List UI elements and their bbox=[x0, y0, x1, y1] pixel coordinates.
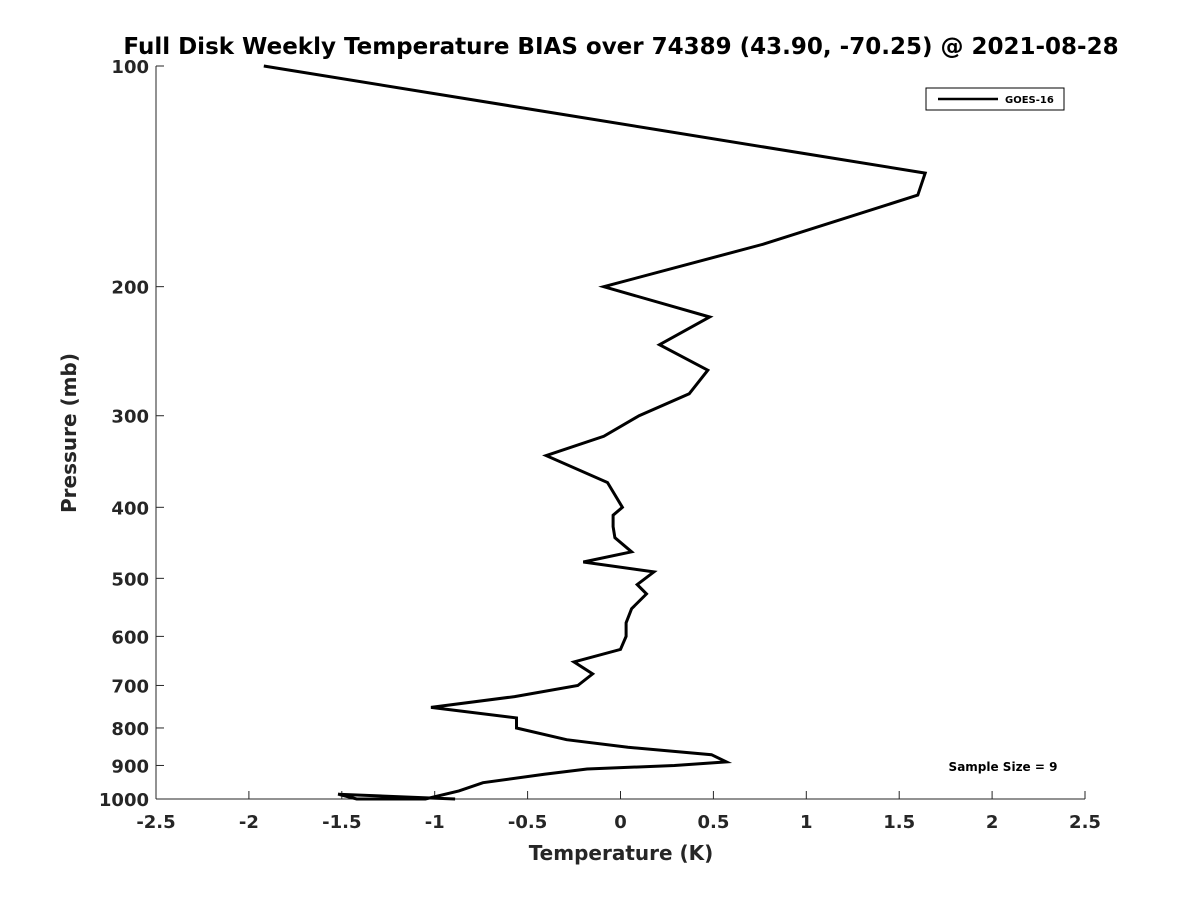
x-tick-label: -1 bbox=[425, 812, 445, 833]
y-tick-label: 600 bbox=[111, 627, 149, 648]
axes: -2.5 -2 -1.5 -1 -0.5 0 0.5 1 1.5 2 2.5 100 200 300 400… bbox=[99, 57, 1101, 833]
x-axis-label: Temperature (K) bbox=[529, 841, 714, 865]
plot-area bbox=[263, 64, 928, 801]
y-tick-label: 900 bbox=[111, 756, 149, 777]
y-tick-label: 300 bbox=[111, 407, 149, 428]
y-tick-label: 200 bbox=[111, 278, 149, 299]
sample-size-annotation: Sample Size = 9 bbox=[949, 760, 1058, 774]
legend: GOES-16 bbox=[925, 87, 1065, 111]
x-tick-label: 0.5 bbox=[697, 812, 729, 833]
x-tick-label: 2.5 bbox=[1069, 812, 1101, 833]
y-tick-label: 700 bbox=[111, 676, 149, 697]
series-line bbox=[263, 64, 928, 801]
y-tick-label: 500 bbox=[111, 569, 149, 590]
x-tick-label: 0 bbox=[614, 812, 627, 833]
y-tick-label: 800 bbox=[111, 719, 149, 740]
legend-label: GOES-16 bbox=[1005, 95, 1054, 106]
x-tick-label: 2 bbox=[986, 812, 999, 833]
x-tick-label: -1.5 bbox=[322, 812, 361, 833]
x-tick-label: -2 bbox=[239, 812, 259, 833]
x-tick-label: 1 bbox=[800, 812, 813, 833]
y-axis-label: Pressure (mb) bbox=[57, 353, 81, 513]
x-tick-label: 1.5 bbox=[883, 812, 915, 833]
x-tick-label: -2.5 bbox=[136, 812, 175, 833]
chart-title: Full Disk Weekly Temperature BIAS over 7… bbox=[123, 34, 1118, 60]
x-tick-label: -0.5 bbox=[508, 812, 547, 833]
y-tick-label: 100 bbox=[111, 57, 149, 78]
y-tick-label: 400 bbox=[111, 498, 149, 519]
y-tick-label: 1000 bbox=[99, 790, 149, 811]
